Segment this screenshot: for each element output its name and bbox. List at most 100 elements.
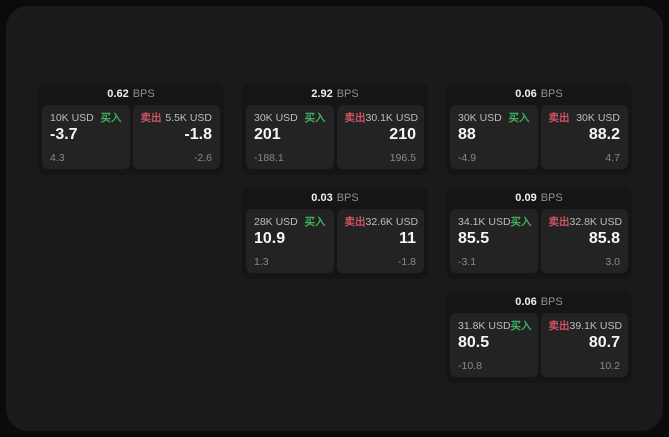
spread-value: 0.62 [107,88,129,100]
quote-card: 0.09 BPS 34.1K USD 买入 85.5 -3.1 卖出 32.8K… [446,187,632,279]
sell-sub-value: 196.5 [389,152,416,164]
panel-top-row: 卖出 39.1K USD [548,320,623,332]
sell-sub-value: 3.0 [605,256,620,268]
spread-value: 0.06 [515,296,537,308]
sell-size-label: 32.6K USD [365,216,419,228]
buy-price: 80.5 [458,334,490,351]
panel-top-row: 卖出 30K USD [549,112,621,124]
buy-quote-panel[interactable]: 28K USD 买入 10.9 1.3 [246,209,334,273]
quote-card: 0.03 BPS 28K USD 买入 10.9 1.3 卖出 32.6K US… [242,187,428,279]
spread-header: 0.03 BPS [242,187,428,209]
panel-top-row: 30K USD 买入 [458,112,530,124]
buy-price: 85.5 [458,230,490,247]
panel-top-row: 10K USD 买入 [50,112,122,124]
buy-side-label: 买入 [304,112,326,124]
panel-top-row: 卖出 5.5K USD [141,112,213,124]
sell-quote-panel[interactable]: 卖出 39.1K USD 80.7 10.2 [540,313,628,377]
sell-side-label: 卖出 [548,320,570,332]
sell-sub-value: 4.7 [605,152,620,164]
quote-panels: 30K USD 买入 201 -188.1 卖出 30.1K USD 210 1… [242,105,428,169]
panel-top-row: 卖出 32.6K USD [344,216,419,228]
spread-unit: BPS [336,88,359,100]
buy-side-label: 买入 [510,216,532,228]
spread-unit: BPS [336,192,359,204]
buy-sub-value: -188.1 [254,152,284,164]
quote-card: 0.62 BPS 10K USD 买入 -3.7 4.3 卖出 5.5K USD [38,83,224,175]
spread-header: 0.62 BPS [38,83,224,105]
spread-header: 0.06 BPS [446,291,632,313]
buy-size-label: 30K USD [254,112,298,124]
buy-price: 201 [254,126,281,143]
sell-side-label: 卖出 [344,112,366,124]
quotes-panel: 0.62 BPS 10K USD 买入 -3.7 4.3 卖出 5.5K USD [6,6,663,431]
spread-header: 0.09 BPS [446,187,632,209]
sell-quote-panel[interactable]: 卖出 32.8K USD 85.8 3.0 [540,209,628,273]
sell-quote-panel[interactable]: 卖出 30.1K USD 210 196.5 [336,105,424,169]
panel-top-row: 28K USD 买入 [254,216,326,228]
panel-top-row: 卖出 32.8K USD [549,216,623,228]
sell-price: 210 [389,126,416,143]
sell-side-label: 卖出 [548,112,570,124]
sell-side-label: 卖出 [140,112,162,124]
panel-top-row: 30K USD 买入 [254,112,326,124]
spread-unit: BPS [540,296,563,308]
sell-size-label: 39.1K USD [569,320,623,332]
sell-side-label: 卖出 [344,216,366,228]
sell-price: 11 [399,230,416,247]
buy-size-label: 10K USD [50,112,94,124]
spread-value: 0.06 [515,88,537,100]
buy-quote-panel[interactable]: 10K USD 买入 -3.7 4.3 [42,105,130,169]
quote-card: 0.06 BPS 31.8K USD 买入 80.5 -10.8 卖出 39.1… [446,291,632,383]
spread-unit: BPS [132,88,155,100]
buy-price: 10.9 [254,230,286,247]
buy-quote-panel[interactable]: 34.1K USD 买入 85.5 -3.1 [450,209,538,273]
buy-sub-value: 4.3 [50,152,65,164]
sell-size-label: 30.1K USD [365,112,419,124]
sell-size-label: 5.5K USD [165,112,212,124]
spread-value: 2.92 [311,88,333,100]
buy-sub-value: -4.9 [458,152,477,164]
sell-price: 80.7 [588,334,620,351]
sell-sub-value: 10.2 [599,360,620,372]
buy-side-label: 买入 [304,216,326,228]
quote-card: 0.06 BPS 30K USD 买入 88 -4.9 卖出 30K USD [446,83,632,175]
buy-side-label: 买入 [510,320,532,332]
sell-price: -1.8 [184,126,212,143]
quote-card: 2.92 BPS 30K USD 买入 201 -188.1 卖出 30.1K … [242,83,428,175]
buy-size-label: 28K USD [254,216,298,228]
spread-value: 0.03 [311,192,333,204]
buy-sub-value: 1.3 [254,256,269,268]
spread-value: 0.09 [515,192,537,204]
quote-panels: 34.1K USD 买入 85.5 -3.1 卖出 32.8K USD 85.8… [446,209,632,273]
sell-size-label: 30K USD [576,112,620,124]
quote-panels: 10K USD 买入 -3.7 4.3 卖出 5.5K USD -1.8 -2.… [38,105,224,169]
buy-size-label: 31.8K USD [458,320,511,332]
buy-size-label: 34.1K USD [458,216,511,228]
buy-price: 88 [458,126,476,143]
buy-quote-panel[interactable]: 30K USD 买入 88 -4.9 [450,105,538,169]
buy-sub-value: -3.1 [458,256,477,268]
spread-unit: BPS [540,192,563,204]
sell-sub-value: -1.8 [397,256,416,268]
buy-side-label: 买入 [100,112,122,124]
buy-quote-panel[interactable]: 31.8K USD 买入 80.5 -10.8 [450,313,538,377]
sell-price: 88.2 [588,126,620,143]
sell-quote-panel[interactable]: 卖出 32.6K USD 11 -1.8 [336,209,424,273]
sell-size-label: 32.8K USD [569,216,623,228]
spread-header: 0.06 BPS [446,83,632,105]
sell-price: 85.8 [588,230,620,247]
sell-quote-panel[interactable]: 卖出 5.5K USD -1.8 -2.6 [132,105,220,169]
panel-top-row: 卖出 30.1K USD [344,112,419,124]
quote-panels: 31.8K USD 买入 80.5 -10.8 卖出 39.1K USD 80.… [446,313,632,377]
buy-sub-value: -10.8 [458,360,482,372]
quote-panels: 30K USD 买入 88 -4.9 卖出 30K USD 88.2 4.7 [446,105,632,169]
spread-header: 2.92 BPS [242,83,428,105]
panel-top-row: 34.1K USD 买入 [458,216,532,228]
buy-quote-panel[interactable]: 30K USD 买入 201 -188.1 [246,105,334,169]
buy-size-label: 30K USD [458,112,502,124]
panel-top-row: 31.8K USD 买入 [458,320,532,332]
spread-unit: BPS [540,88,563,100]
sell-quote-panel[interactable]: 卖出 30K USD 88.2 4.7 [540,105,628,169]
sell-sub-value: -2.6 [193,152,212,164]
